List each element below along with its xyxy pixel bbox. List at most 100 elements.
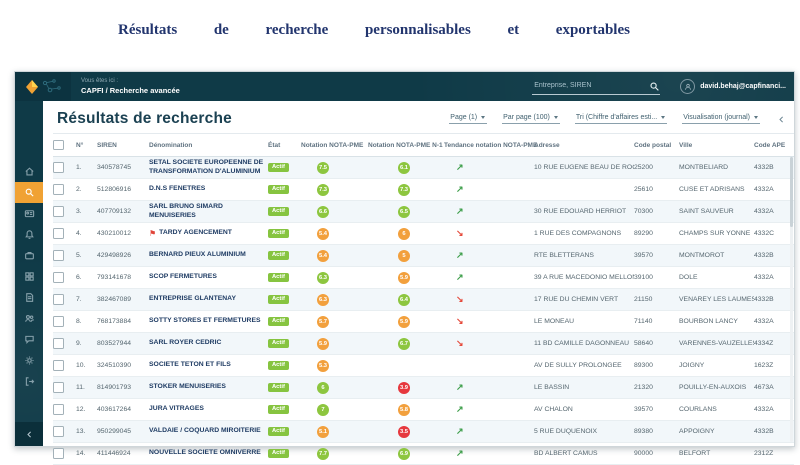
- company-name-link[interactable]: ENTREPRISE GLANTENAY: [149, 295, 236, 303]
- sidebar-item-search[interactable]: [15, 182, 43, 203]
- results-table: N° SIREN Dénomination État Notation NOTA…: [43, 133, 794, 465]
- company-name-link[interactable]: TARDY AGENCEMENT: [159, 229, 232, 237]
- nota-pme-n1-score: 6.1: [398, 161, 410, 174]
- sort-select[interactable]: Tri (Chiffre d'affaires esti...: [574, 114, 668, 124]
- sidebar-item-settings[interactable]: [15, 350, 43, 371]
- postal-code-value: 39570: [634, 406, 653, 413]
- status-badge: Actif: [268, 250, 289, 261]
- nota-pme-n1-score: 5.9: [398, 315, 410, 328]
- sidebar-item-home[interactable]: [15, 161, 43, 182]
- sidebar-item-id-card[interactable]: [15, 203, 43, 224]
- col-header-siren[interactable]: SIREN: [97, 141, 117, 149]
- trend-arrow-icon: ↗: [456, 427, 464, 436]
- company-name-link[interactable]: SETAL SOCIETE EUROPEENNE DE TRANSFORMATI…: [149, 159, 264, 175]
- nota-pme-score: 7: [317, 403, 329, 416]
- panel-toggle-button[interactable]: [777, 115, 786, 124]
- siren-value: 382467089: [97, 296, 132, 303]
- company-name-link[interactable]: VALDAIE / COQUARD MIROITERIE: [149, 427, 261, 435]
- siren-value: 403617264: [97, 406, 132, 413]
- select-all-checkbox[interactable]: [53, 139, 64, 151]
- city-value: APPOIGNY: [679, 428, 715, 435]
- col-header-ville[interactable]: Ville: [679, 141, 693, 149]
- search-input[interactable]: [532, 81, 650, 91]
- row-number: 7.: [76, 296, 82, 303]
- row-checkbox[interactable]: [53, 426, 64, 437]
- company-name-link[interactable]: STOKER MENUISERIES: [149, 383, 226, 391]
- col-header-nota-n1[interactable]: Notation NOTA-PME N-1: [368, 141, 443, 149]
- company-name-link[interactable]: NOUVELLE SOCIETE OMNIVERRE: [149, 449, 261, 457]
- col-header-etat[interactable]: État: [268, 141, 281, 149]
- city-value: MONTBELIARD: [679, 164, 729, 171]
- sidebar-item-messages[interactable]: [15, 329, 43, 350]
- chevron-down-icon: [661, 116, 666, 119]
- row-checkbox[interactable]: [53, 206, 64, 217]
- row-checkbox[interactable]: [53, 382, 64, 393]
- row-checkbox[interactable]: [53, 316, 64, 327]
- trend-arrow-icon: ↗: [456, 273, 464, 282]
- sidebar-item-dashboard[interactable]: [15, 266, 43, 287]
- row-checkbox[interactable]: [53, 272, 64, 283]
- status-badge: Actif: [268, 206, 289, 217]
- sidebar-item-portfolio[interactable]: [15, 245, 43, 266]
- user-menu[interactable]: david.behaj@capfinanci...: [680, 79, 786, 94]
- view-select[interactable]: Visualisation (journal): [682, 114, 760, 124]
- search-icon[interactable]: [649, 81, 660, 92]
- company-name-link[interactable]: BERNARD PIEUX ALUMINIUM: [149, 251, 246, 259]
- sidebar-item-logout[interactable]: [15, 371, 43, 392]
- siren-value: 512806916: [97, 186, 132, 193]
- siren-value: 430210012: [97, 230, 132, 237]
- address-value: LE BASSIN: [534, 384, 570, 391]
- trend-arrow-icon: ↘: [456, 229, 464, 238]
- nota-pme-n1-score: 5.8: [398, 403, 410, 416]
- col-header-nota[interactable]: Notation NOTA-PME: [301, 141, 364, 149]
- row-checkbox[interactable]: [53, 338, 64, 349]
- sidebar-item-contacts[interactable]: [15, 308, 43, 329]
- ape-code-value: 4332B: [754, 296, 774, 303]
- grid-icon: [24, 271, 35, 282]
- address-value: AV DE SULLY PROLONGEE: [534, 362, 622, 369]
- capfi-logo[interactable]: [15, 72, 71, 101]
- col-header-trend[interactable]: Tendance notation NOTA-PME: [444, 141, 538, 149]
- company-name-link[interactable]: SARL BRUNO SIMARD MENUISERIES: [149, 203, 223, 219]
- sidebar-item-documents[interactable]: [15, 287, 43, 308]
- nota-pme-score: 5.3: [317, 359, 329, 372]
- siren-value: 411446924: [97, 450, 131, 457]
- row-checkbox[interactable]: [53, 404, 64, 415]
- company-name-link[interactable]: SARL ROYER CEDRIC: [149, 339, 222, 347]
- chevron-down-icon: [481, 116, 486, 119]
- col-header-adresse[interactable]: Adresse: [534, 141, 560, 149]
- row-checkbox[interactable]: [53, 294, 64, 305]
- breadcrumb: Vous êtes ici : CAPFI / Recherche avancé…: [81, 78, 180, 96]
- per-page-select[interactable]: Par page (100): [502, 114, 560, 124]
- ape-code-value: 4332A: [754, 208, 774, 215]
- col-header-code-postal[interactable]: Code postal: [634, 141, 672, 149]
- row-checkbox[interactable]: [53, 228, 64, 239]
- page-select[interactable]: Page (1): [449, 114, 488, 124]
- table-body: 1. 340578745 SETAL SOCIETE EUROPEENNE DE…: [53, 157, 794, 465]
- nota-pme-n1-score: 6.4: [398, 293, 410, 306]
- nota-pme-n1-score: 3.5: [398, 425, 410, 438]
- company-name-link[interactable]: D.N.S FENETRES: [149, 185, 206, 193]
- company-name-link[interactable]: SOCIETE TETON ET FILS: [149, 361, 231, 369]
- col-header-name[interactable]: Dénomination: [149, 141, 193, 149]
- sidebar-item-notifications[interactable]: [15, 224, 43, 245]
- row-checkbox[interactable]: [53, 162, 64, 173]
- table-row: 2. 512806916 D.N.S FENETRES Actif 7.3 7.…: [53, 179, 794, 201]
- nota-pme-score: 5.4: [317, 227, 329, 240]
- col-header-num[interactable]: N°: [76, 141, 84, 149]
- table-header-row: N° SIREN Dénomination État Notation NOTA…: [53, 133, 794, 157]
- scrollbar[interactable]: [790, 157, 793, 442]
- postal-code-value: 90000: [634, 450, 653, 457]
- siren-value: 407709132: [97, 208, 132, 215]
- company-name-link[interactable]: JURA VITRAGES: [149, 405, 204, 413]
- global-search: [532, 79, 661, 95]
- sidebar-collapse-button[interactable]: [15, 422, 43, 446]
- col-header-code-ape[interactable]: Code APE: [754, 141, 786, 149]
- row-checkbox[interactable]: [53, 360, 64, 371]
- chevron-left-icon: [25, 430, 34, 439]
- company-name-link[interactable]: SCOP FERMETURES: [149, 273, 217, 281]
- row-checkbox[interactable]: [53, 184, 64, 195]
- company-name-link[interactable]: SOTTY STORES ET FERMETURES: [149, 317, 261, 325]
- row-checkbox[interactable]: [53, 250, 64, 261]
- trend-arrow-icon: ↗: [456, 251, 464, 260]
